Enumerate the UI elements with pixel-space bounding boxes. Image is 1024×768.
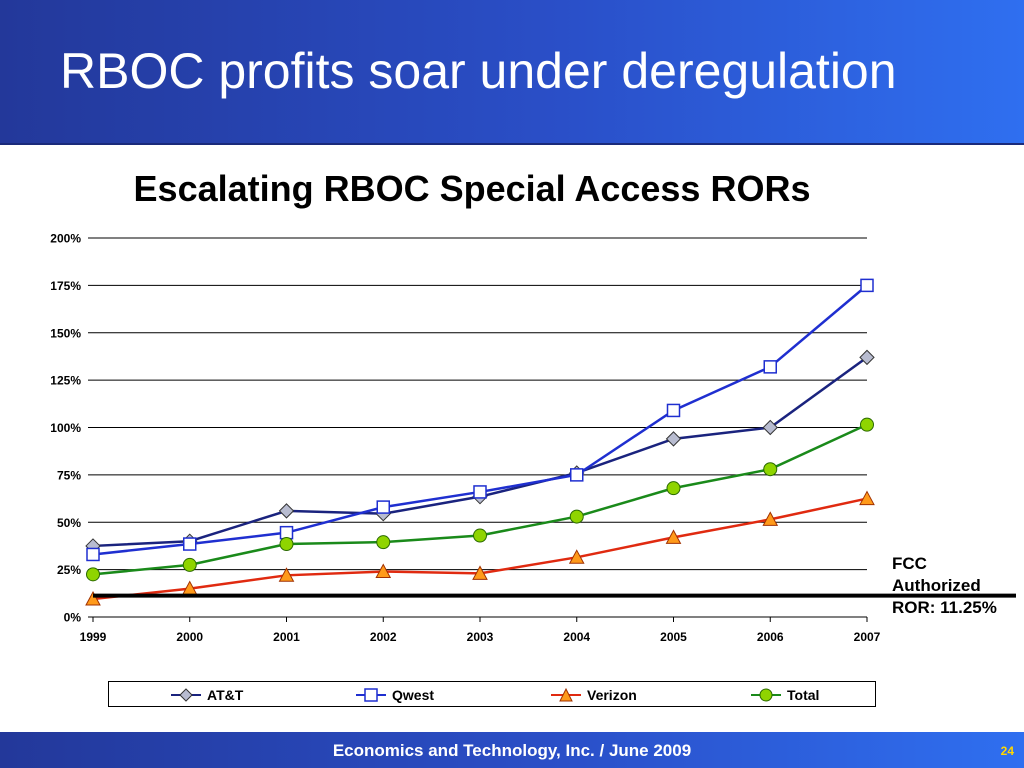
data-point-qwest-2004: [570, 468, 584, 482]
data-point-qwest-2006: [763, 360, 777, 374]
data-point-qwest-2005: [666, 403, 681, 418]
data-point-qwest-2007: [860, 278, 874, 293]
data-point-total-2001: [279, 537, 294, 552]
page-number: 24: [1000, 744, 1014, 758]
x-tick-label-3: 2002: [370, 630, 397, 644]
data-point-qwest-2001: [279, 525, 294, 540]
footer-text: Economics and Technology, Inc. / June 20…: [332, 741, 692, 760]
y-tick-label-6: 150%: [50, 326, 81, 340]
x-tick-label-8: 2007: [854, 630, 881, 644]
data-point-att-2005: [665, 431, 682, 447]
data-point-total-2005: [666, 481, 681, 496]
legend-marker-diamond-icon: [171, 688, 201, 702]
x-tick-label-2: 2001: [273, 630, 300, 644]
fcc-note-line-2: Authorized: [892, 576, 981, 595]
data-point-att-2007: [859, 349, 875, 366]
y-tick-label-2: 50%: [57, 516, 81, 530]
data-point-total-2003: [473, 528, 487, 543]
y-tick-label-5: 125%: [50, 374, 81, 388]
y-tick-label-7: 175%: [50, 279, 81, 293]
legend-label-att: AT&T: [207, 687, 244, 703]
legend-item-qwest: Qwest: [354, 685, 434, 705]
series-line-verizon: [92, 497, 868, 601]
series-line-att: [92, 356, 868, 548]
y-tick-label-1: 25%: [57, 563, 81, 577]
data-point-verizon-2007: [859, 490, 875, 506]
slide-header: RBOC profits soar under deregulation: [0, 0, 1024, 145]
y-tick-label-0: 0%: [64, 611, 82, 625]
slide-title: RBOC profits soar under deregulation: [60, 43, 897, 99]
legend-label-total: Total: [787, 687, 820, 703]
x-tick-label-0: 1999: [80, 630, 107, 644]
data-point-verizon-2001: [278, 567, 295, 582]
data-point-qwest-1999: [86, 547, 100, 562]
legend-label-verizon: Verizon: [587, 687, 637, 703]
y-tick-label-8: 200%: [50, 232, 81, 246]
x-tick-label-4: 2003: [467, 630, 494, 644]
x-tick-label-7: 2006: [757, 630, 784, 644]
data-point-verizon-2006: [762, 511, 779, 526]
y-tick-label-4: 100%: [50, 421, 81, 435]
data-point-verizon-2004: [568, 549, 585, 564]
data-point-total-1999: [86, 567, 100, 582]
data-point-verizon-2005: [665, 529, 682, 544]
data-point-total-2000: [182, 557, 197, 572]
legend-marker-circle-icon: [751, 688, 781, 702]
legend-label-qwest: Qwest: [392, 687, 435, 703]
legend-item-total: Total: [749, 685, 819, 705]
legend-item-verizon: Verizon: [549, 685, 637, 705]
data-point-total-2006: [763, 462, 778, 477]
fcc-note-line-1: FCC: [892, 554, 927, 573]
chart-legend: AT&T Qwest Verizon Total: [108, 681, 876, 707]
series-line-qwest: [92, 284, 868, 556]
data-point-total-2004: [569, 509, 584, 524]
line-chart: 0% 25% 50% 75% 100% 125% 150% 175% 200% 1999 2000 2…: [50, 232, 1016, 644]
data-point-total-2002: [376, 535, 391, 550]
data-point-qwest-2000: [183, 537, 197, 551]
data-point-verizon-2003: [472, 565, 488, 580]
fcc-authorized-ror-note: FCC Authorized ROR: 11.25%: [892, 553, 997, 619]
chart-title: Escalating RBOC Special Access RORs: [133, 168, 811, 209]
x-tick-label-5: 2004: [563, 630, 590, 644]
x-tick-label-1: 2000: [176, 630, 203, 644]
data-point-att-2001: [278, 503, 295, 519]
data-point-att-2006: [762, 419, 778, 436]
data-point-verizon-2002: [375, 563, 392, 579]
legend-marker-square-icon: [356, 688, 386, 702]
legend-marker-triangle-icon: [551, 687, 581, 702]
legend-item-att: AT&T: [169, 685, 243, 705]
data-point-qwest-2003: [473, 485, 487, 499]
x-tick-label-6: 2005: [660, 630, 687, 644]
fcc-note-line-3: ROR: 11.25%: [892, 598, 997, 617]
data-point-total-2007: [860, 417, 874, 432]
slide-footer: Economics and Technology, Inc. / June 20…: [0, 732, 1024, 768]
data-point-verizon-1999: [85, 590, 101, 606]
y-tick-label-3: 75%: [57, 468, 81, 482]
data-point-qwest-2002: [376, 500, 390, 514]
